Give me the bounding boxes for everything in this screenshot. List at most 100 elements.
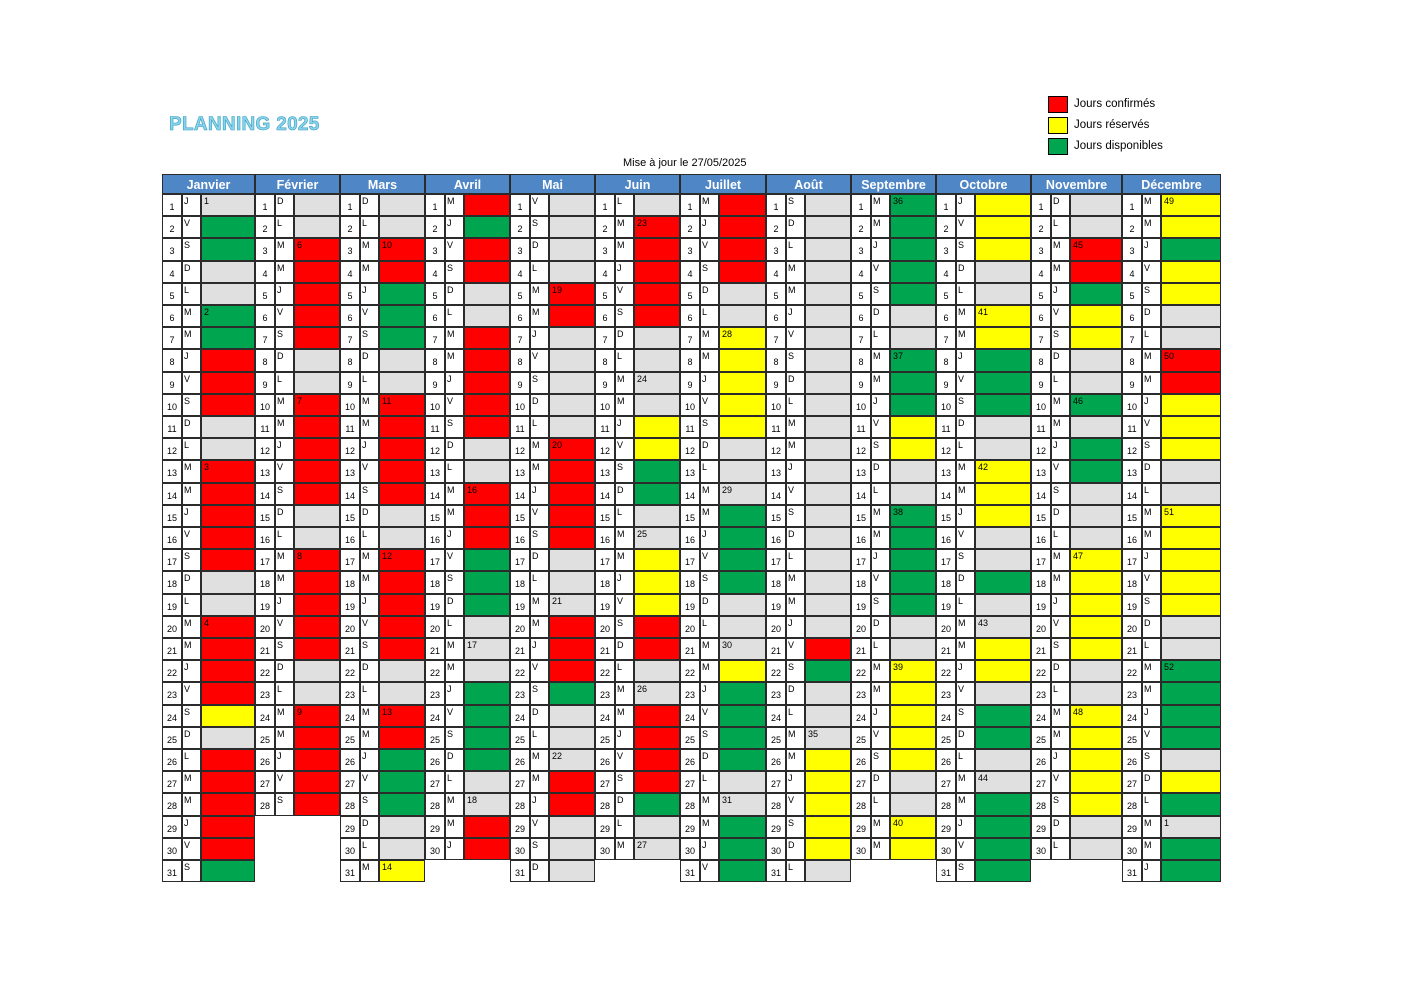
day-status-cell[interactable] [634, 638, 680, 661]
day-status-cell[interactable] [294, 571, 340, 594]
day-status-cell[interactable]: 39 [890, 660, 936, 683]
day-status-cell[interactable] [379, 327, 425, 350]
day-status-cell[interactable] [1070, 194, 1122, 217]
day-status-cell[interactable] [1070, 771, 1122, 794]
day-status-cell[interactable] [719, 815, 766, 838]
day-status-cell[interactable] [201, 860, 255, 883]
day-status-cell[interactable] [890, 260, 936, 283]
day-status-cell[interactable]: 18 [464, 793, 510, 816]
day-status-cell[interactable] [379, 815, 425, 838]
day-status-cell[interactable]: 14 [379, 860, 425, 883]
day-status-cell[interactable] [1070, 682, 1122, 705]
day-status-cell[interactable] [201, 438, 255, 461]
day-status-cell[interactable] [294, 771, 340, 794]
day-status-cell[interactable] [1070, 260, 1122, 283]
day-status-cell[interactable] [634, 749, 680, 772]
day-status-cell[interactable] [634, 504, 680, 527]
day-status-cell[interactable] [379, 638, 425, 661]
day-status-cell[interactable] [549, 460, 595, 483]
day-status-cell[interactable] [719, 593, 766, 616]
day-status-cell[interactable] [975, 371, 1031, 394]
day-status-cell[interactable] [1070, 460, 1122, 483]
day-status-cell[interactable] [975, 837, 1031, 860]
day-status-cell[interactable] [464, 504, 510, 527]
day-status-cell[interactable]: 22 [549, 749, 595, 772]
day-status-cell[interactable] [294, 593, 340, 616]
day-status-cell[interactable] [975, 749, 1031, 772]
day-status-cell[interactable] [805, 327, 851, 350]
day-status-cell[interactable] [379, 593, 425, 616]
day-status-cell[interactable] [719, 393, 766, 416]
day-status-cell[interactable] [805, 815, 851, 838]
day-status-cell[interactable] [890, 460, 936, 483]
day-status-cell[interactable] [1070, 726, 1122, 749]
day-status-cell[interactable] [975, 393, 1031, 416]
day-status-cell[interactable] [1070, 438, 1122, 461]
day-status-cell[interactable] [201, 371, 255, 394]
day-status-cell[interactable] [379, 660, 425, 683]
day-status-cell[interactable] [294, 282, 340, 305]
day-status-cell[interactable] [1070, 504, 1122, 527]
day-status-cell[interactable] [201, 349, 255, 372]
day-status-cell[interactable] [549, 549, 595, 572]
day-status-cell[interactable] [379, 460, 425, 483]
day-status-cell[interactable] [975, 260, 1031, 283]
day-status-cell[interactable] [549, 571, 595, 594]
day-status-cell[interactable] [294, 660, 340, 683]
day-status-cell[interactable] [805, 837, 851, 860]
day-status-cell[interactable] [890, 793, 936, 816]
day-status-cell[interactable] [634, 416, 680, 439]
day-status-cell[interactable] [805, 438, 851, 461]
day-status-cell[interactable] [975, 682, 1031, 705]
day-status-cell[interactable] [805, 704, 851, 727]
day-status-cell[interactable] [464, 837, 510, 860]
day-status-cell[interactable] [549, 815, 595, 838]
day-status-cell[interactable] [805, 615, 851, 638]
day-status-cell[interactable] [890, 305, 936, 328]
day-status-cell[interactable] [1161, 793, 1221, 816]
day-status-cell[interactable] [201, 726, 255, 749]
day-status-cell[interactable]: 23 [634, 216, 680, 239]
day-status-cell[interactable] [201, 593, 255, 616]
day-status-cell[interactable] [464, 260, 510, 283]
day-status-cell[interactable] [201, 260, 255, 283]
day-status-cell[interactable] [201, 837, 255, 860]
day-status-cell[interactable]: 51 [1161, 504, 1221, 527]
day-status-cell[interactable] [1070, 327, 1122, 350]
day-status-cell[interactable] [1161, 327, 1221, 350]
day-status-cell[interactable] [634, 615, 680, 638]
day-status-cell[interactable]: 25 [634, 527, 680, 550]
day-status-cell[interactable] [805, 682, 851, 705]
day-status-cell[interactable] [1161, 216, 1221, 239]
day-status-cell[interactable]: 6 [294, 238, 340, 261]
day-status-cell[interactable] [975, 660, 1031, 683]
day-status-cell[interactable]: 41 [975, 305, 1031, 328]
day-status-cell[interactable] [1070, 416, 1122, 439]
day-status-cell[interactable] [890, 282, 936, 305]
day-status-cell[interactable] [890, 549, 936, 572]
day-status-cell[interactable]: 43 [975, 615, 1031, 638]
day-status-cell[interactable] [294, 460, 340, 483]
day-status-cell[interactable] [201, 793, 255, 816]
day-status-cell[interactable] [719, 416, 766, 439]
day-status-cell[interactable] [719, 504, 766, 527]
day-status-cell[interactable] [294, 793, 340, 816]
day-status-cell[interactable] [890, 638, 936, 661]
day-status-cell[interactable]: 29 [719, 482, 766, 505]
day-status-cell[interactable] [1161, 593, 1221, 616]
day-status-cell[interactable] [890, 238, 936, 261]
day-status-cell[interactable] [379, 305, 425, 328]
day-status-cell[interactable] [719, 749, 766, 772]
day-status-cell[interactable] [201, 549, 255, 572]
day-status-cell[interactable] [1161, 571, 1221, 594]
day-status-cell[interactable]: 30 [719, 638, 766, 661]
day-status-cell[interactable] [549, 416, 595, 439]
day-status-cell[interactable] [294, 349, 340, 372]
day-status-cell[interactable]: 35 [805, 726, 851, 749]
day-status-cell[interactable] [549, 371, 595, 394]
day-status-cell[interactable] [1161, 282, 1221, 305]
day-status-cell[interactable] [805, 549, 851, 572]
day-status-cell[interactable]: 7 [294, 393, 340, 416]
day-status-cell[interactable]: 46 [1070, 393, 1122, 416]
day-status-cell[interactable] [634, 238, 680, 261]
